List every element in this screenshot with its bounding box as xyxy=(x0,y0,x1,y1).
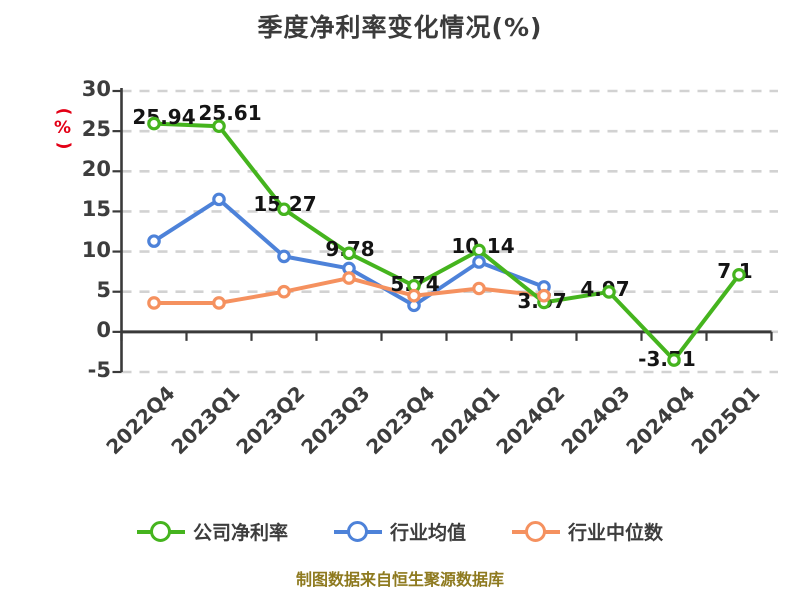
legend-label: 公司净利率 xyxy=(192,522,288,544)
legend-label: 行业均值 xyxy=(389,522,466,544)
x-axis-label: 2023Q2 xyxy=(231,381,310,460)
legend-circle-icon xyxy=(346,520,368,542)
y-axis-tick-label: 25 xyxy=(81,117,111,142)
data-point-label: 5.74 xyxy=(390,271,440,296)
chart-title: 季度净利率变化情况(%) xyxy=(257,13,543,42)
data-point-label: 25.61 xyxy=(198,101,262,126)
x-axis-label: 2024Q1 xyxy=(426,381,505,460)
y-axis-tick-label: 20 xyxy=(81,157,111,182)
x-axis-label: 2024Q4 xyxy=(621,381,700,460)
x-axis-label: 2022Q4 xyxy=(101,381,180,460)
legend-marker-icon xyxy=(512,520,560,544)
data-point-label: -3.51 xyxy=(638,347,696,372)
series-line-0 xyxy=(152,121,741,363)
y-axis-tick-label: -5 xyxy=(87,358,111,382)
data-point-label: 9.78 xyxy=(325,237,375,262)
x-axis-label: 2024Q3 xyxy=(556,381,635,460)
legend-item-0[interactable]: 公司净利率 xyxy=(136,518,288,545)
legend-circle-icon xyxy=(149,520,171,542)
data-point-label: 10.14 xyxy=(451,234,515,259)
legend-label: 行业中位数 xyxy=(568,522,664,544)
y-axis-tick-label: 30 xyxy=(81,77,111,101)
axes xyxy=(112,88,773,374)
y-axis-tick-label: 10 xyxy=(81,237,111,262)
y-axis-tick-label: 15 xyxy=(81,197,111,222)
y-axis-tick-label: 5 xyxy=(96,277,111,302)
x-axis-label: 2024Q2 xyxy=(491,381,570,460)
data-point-label: 7.1 xyxy=(717,258,753,283)
x-axis-label: 2025Q1 xyxy=(686,381,765,460)
data-point-label: 15.27 xyxy=(253,192,317,217)
x-axis-label: 2023Q3 xyxy=(296,381,375,460)
legend-item-2[interactable]: 行业中位数 xyxy=(512,518,663,545)
legend-item-1[interactable]: 行业均值 xyxy=(333,518,466,545)
data-point-label: 4.97 xyxy=(580,276,630,301)
legend-marker-icon xyxy=(333,520,382,544)
legend: 公司净利率 行业均值 行业中位数 xyxy=(0,518,800,545)
x-axis-label: 2023Q4 xyxy=(361,381,440,460)
legend-circle-icon xyxy=(525,520,546,542)
footer-note: 制图数据来自恒生聚源数据库 xyxy=(295,570,504,589)
y-axis-name: (%) xyxy=(53,103,73,154)
y-axis-name-char: % xyxy=(54,118,72,138)
x-axis-label: 2023Q1 xyxy=(166,381,245,460)
legend-marker-icon xyxy=(136,520,185,544)
y-axis-tick-label: 0 xyxy=(96,317,111,342)
data-point-label: 25.94 xyxy=(132,104,196,129)
